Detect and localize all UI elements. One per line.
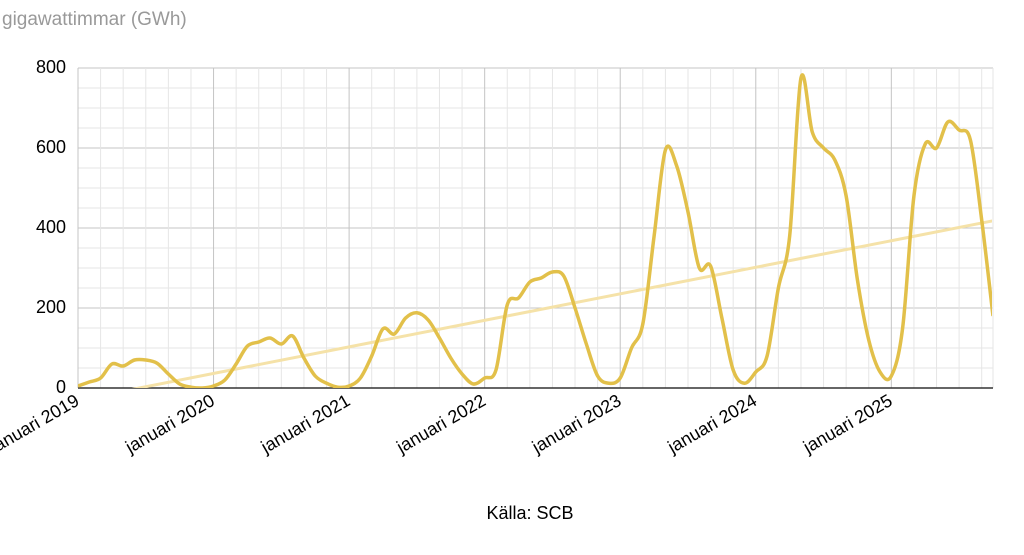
y-axis-label: gigawattimmar (GWh): [2, 9, 187, 30]
source: Källa: SCB: [486, 503, 573, 523]
x-tick-label: januari 2019: [0, 390, 82, 457]
x-tick-label: januari 2025: [799, 390, 896, 457]
y-tick-label: 600: [36, 137, 66, 157]
x-tick-label: januari 2023: [528, 390, 625, 457]
x-tick-label: januari 2021: [257, 390, 354, 457]
x-tick-label: januari 2024: [663, 390, 760, 457]
x-tick-label: januari 2022: [392, 390, 489, 457]
data-line: [78, 73, 992, 388]
y-tick-label: 800: [36, 57, 66, 77]
y-tick-label: 200: [36, 297, 66, 317]
x-tick-label: januari 2020: [121, 390, 218, 457]
y-tick-label: 400: [36, 217, 66, 237]
labels: 0 200 400 600 800 januari 2019 januari 2020 jan…: [0, 57, 896, 458]
y-tick-label: 0: [56, 377, 66, 397]
grid: [77, 67, 994, 389]
plot: [78, 73, 992, 388]
